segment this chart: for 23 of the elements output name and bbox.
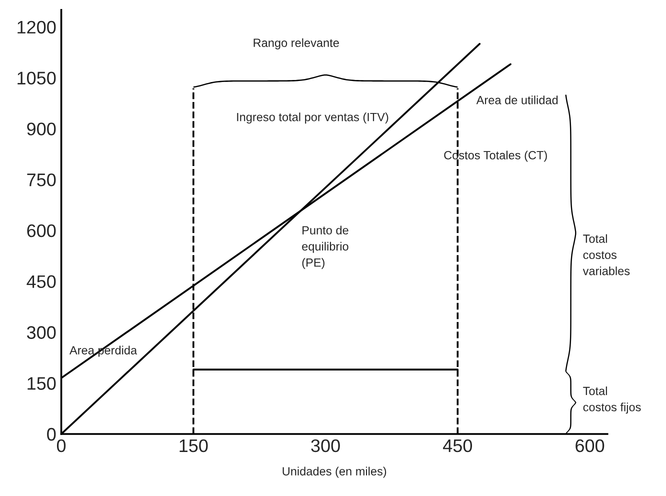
annotation: Total costos fijos [583,386,641,414]
x-tick-label: 600 [576,439,604,452]
annotation: Ingreso total por ventas (ITV) [237,112,388,124]
y-tick-label: 300 [26,326,56,339]
x-tick-label: 0 [56,439,66,452]
y-tick-label: 750 [27,173,56,186]
x-tick-label: 300 [311,439,340,452]
x-axis-title: Unidades (en miles) [282,466,386,478]
y-tick-label: 150 [28,377,56,390]
y-tick-label: 0 [47,428,56,441]
annotation: Area de utilidad [476,96,558,104]
annotation: Rango relevante [254,38,339,50]
y-tick-label: 1050 [18,72,56,84]
x-tick-label: 150 [180,439,208,452]
y-tick-label: 450 [26,275,56,288]
annotation: Total costos variables [582,234,630,276]
y-tick-label: 1200 [18,20,56,34]
x-tick-label: 450 [443,439,472,452]
y-tick-label: 600 [27,224,56,238]
annotation: Costos Totales (CT) [444,150,547,162]
annotation: Punto de equilibrio (PE) [302,226,348,270]
y-tick-label: 900 [27,122,56,136]
annotation: Area perdida [69,346,138,357]
